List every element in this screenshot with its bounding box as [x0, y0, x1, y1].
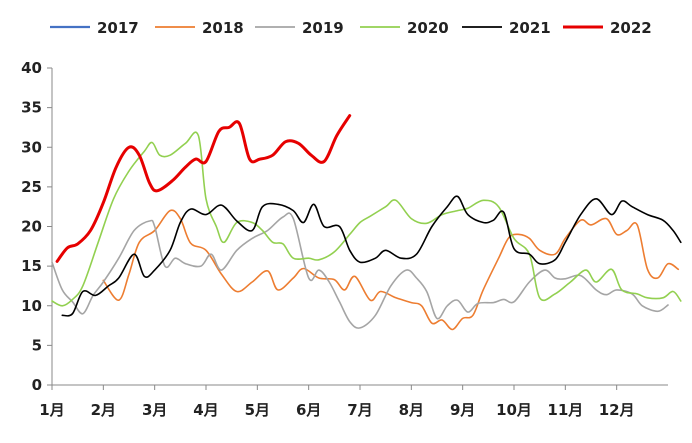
y-tick-label: 15: [21, 257, 42, 275]
x-tick-label: 4月: [193, 401, 218, 419]
x-tick-label: 3月: [142, 401, 167, 419]
legend-label-2019: 2019: [302, 19, 344, 37]
series-line-2022: [55, 114, 352, 263]
y-tick-label: 0: [32, 376, 42, 394]
x-tick-label: 8月: [399, 401, 424, 419]
y-tick-label: 40: [21, 59, 42, 77]
x-tick-label: 12月: [599, 401, 635, 419]
x-tick-label: 9月: [450, 401, 475, 419]
y-tick-label: 10: [21, 297, 42, 315]
legend-label-2020: 2020: [407, 19, 449, 37]
axes: 0 5 10 15 20 25 30 35 40 1月 2月 3月 4月 5月 6月 7月 8月 9月 10月 11月…: [21, 59, 668, 419]
legend-label-2021: 2021: [509, 19, 551, 37]
series-line-2020: [51, 131, 682, 307]
legend-label-2022: 2022: [610, 19, 652, 37]
series-line-2018: [102, 209, 680, 331]
x-tick-label: 1月: [39, 401, 64, 419]
legend: 2017 2018 2019 2020 2021 2022: [50, 19, 652, 37]
x-tick-label: 2月: [91, 401, 116, 419]
y-tick-label: 25: [21, 178, 42, 196]
x-tick-label: 6月: [296, 401, 321, 419]
series-layer: [51, 114, 682, 331]
x-tick-label: 7月: [347, 401, 372, 419]
y-tick-label: 20: [21, 218, 42, 236]
y-tick-label: 30: [21, 138, 42, 156]
x-tick-label: 5月: [245, 401, 270, 419]
legend-label-2017: 2017: [97, 19, 139, 37]
series-line-2021: [61, 195, 682, 317]
x-tick-label: 10月: [496, 401, 532, 419]
x-tick-label: 11月: [547, 401, 583, 419]
series-line-2019: [51, 212, 669, 329]
y-tick-label: 5: [32, 336, 42, 354]
legend-label-2018: 2018: [202, 19, 244, 37]
y-tick-label: 35: [21, 99, 42, 117]
